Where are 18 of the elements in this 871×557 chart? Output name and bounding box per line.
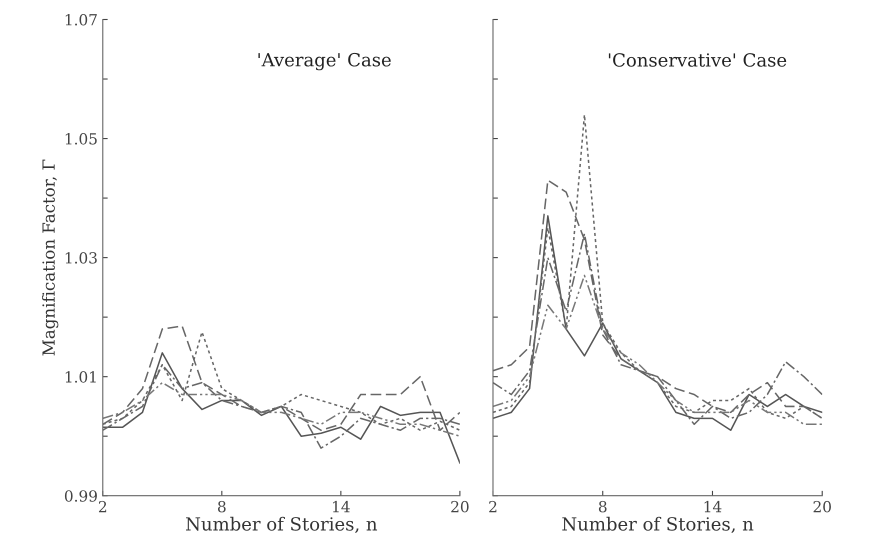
y-tick-label: 1.05: [66, 133, 97, 145]
x-tick-label: 2: [98, 500, 106, 512]
x-tick-label: 20: [814, 500, 831, 512]
annotation: 'Average' Case: [258, 52, 391, 70]
y-tick-label: 1.01: [66, 371, 96, 383]
x-axis-title: Number of Stories, n: [186, 516, 378, 533]
x-tick-label: 8: [218, 500, 226, 512]
x-tick-label: 20: [451, 500, 469, 512]
annotation: 'Conservative' Case: [608, 53, 786, 67]
x-tick-label: 8: [598, 500, 607, 512]
y-tick-label: 1.07: [66, 14, 97, 26]
x-tick-label: 14: [704, 500, 722, 512]
y-axis-title: Magnification Factor, Γ: [42, 160, 58, 356]
x-tick-label: 2: [489, 500, 496, 512]
x-tick-label: 14: [332, 500, 350, 512]
y-tick-label: 0.99: [64, 490, 97, 502]
y-tick-label: 1.03: [66, 252, 97, 264]
x-axis-title: Number of Stories, n: [562, 516, 754, 533]
